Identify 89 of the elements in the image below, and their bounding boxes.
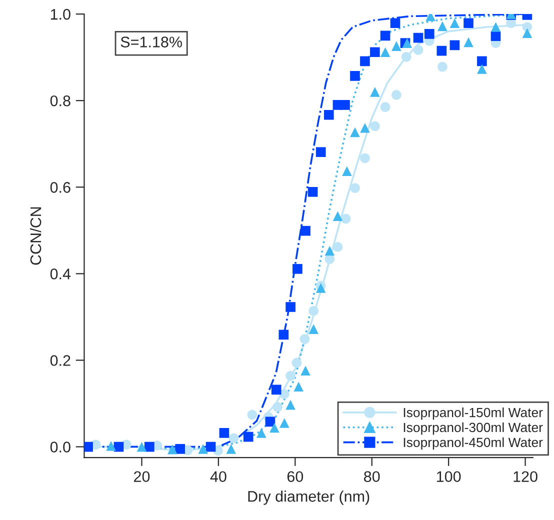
x-tick-label: 40 bbox=[210, 471, 226, 482]
y-tick-label: 0.6 bbox=[50, 182, 70, 193]
point bbox=[308, 306, 318, 316]
legend-label: Isoprpanol-450ml Water bbox=[404, 437, 543, 450]
legend-label: Isoprpanol-300ml Water bbox=[404, 422, 543, 435]
point bbox=[424, 29, 434, 39]
point bbox=[370, 87, 380, 97]
point bbox=[477, 64, 487, 74]
point bbox=[280, 418, 290, 428]
point bbox=[450, 18, 460, 28]
point bbox=[332, 211, 343, 222]
annotation: S=1.18% bbox=[120, 36, 182, 48]
point bbox=[380, 102, 390, 112]
point bbox=[286, 302, 296, 312]
point bbox=[292, 264, 302, 274]
point bbox=[392, 41, 402, 51]
point bbox=[522, 28, 532, 38]
point bbox=[272, 402, 282, 412]
point bbox=[522, 22, 532, 32]
point bbox=[226, 444, 236, 454]
point bbox=[464, 18, 474, 28]
point bbox=[436, 46, 447, 56]
x-axis-title: Dry diameter (nm) bbox=[248, 490, 370, 505]
point bbox=[332, 242, 343, 252]
point bbox=[256, 428, 266, 438]
legend-label: Isoprpanol-150ml Water bbox=[404, 408, 543, 420]
point bbox=[324, 246, 335, 256]
point bbox=[477, 56, 487, 66]
point bbox=[271, 384, 282, 395]
point bbox=[360, 56, 370, 66]
point bbox=[380, 47, 390, 58]
point bbox=[243, 432, 254, 442]
point bbox=[340, 214, 351, 224]
point bbox=[370, 47, 380, 58]
y-axis-title: CCN/CN bbox=[30, 207, 42, 265]
point bbox=[360, 153, 370, 164]
point bbox=[300, 226, 310, 236]
point bbox=[300, 366, 310, 376]
point bbox=[294, 382, 304, 392]
x-tick-label: 60 bbox=[287, 471, 304, 482]
point bbox=[106, 441, 116, 451]
x-tick-label: 120 bbox=[514, 471, 538, 482]
point bbox=[350, 127, 360, 138]
point bbox=[175, 444, 186, 454]
point bbox=[206, 442, 216, 452]
point bbox=[247, 410, 258, 420]
point bbox=[390, 18, 400, 28]
point bbox=[450, 40, 460, 50]
point bbox=[316, 283, 326, 293]
point bbox=[360, 122, 370, 133]
x-tick-label: 20 bbox=[134, 471, 150, 482]
point bbox=[300, 334, 310, 344]
point bbox=[278, 330, 289, 340]
y-tick-label: 0.2 bbox=[50, 355, 70, 366]
point bbox=[413, 32, 424, 43]
point bbox=[342, 166, 352, 176]
point bbox=[464, 37, 474, 48]
point bbox=[286, 370, 296, 381]
point bbox=[136, 442, 147, 452]
point bbox=[340, 100, 350, 110]
point bbox=[413, 45, 424, 55]
point bbox=[219, 428, 230, 438]
x-tick-label: 100 bbox=[436, 471, 461, 482]
point bbox=[350, 183, 360, 193]
point bbox=[370, 121, 380, 132]
point bbox=[490, 22, 501, 32]
y-tick-label: 1.0 bbox=[50, 8, 70, 20]
point bbox=[168, 444, 178, 454]
x-tick-label: 80 bbox=[364, 471, 380, 482]
y-tick-label: 0.8 bbox=[50, 95, 70, 106]
point bbox=[324, 110, 334, 120]
y-tick-label: 0.4 bbox=[50, 268, 71, 280]
point bbox=[84, 442, 93, 452]
point bbox=[198, 444, 208, 454]
point bbox=[308, 324, 318, 334]
point bbox=[438, 21, 448, 32]
point bbox=[292, 358, 302, 368]
point bbox=[316, 147, 326, 157]
point bbox=[380, 30, 390, 41]
point bbox=[392, 90, 402, 100]
point bbox=[350, 71, 360, 81]
point bbox=[401, 52, 412, 62]
point bbox=[144, 442, 154, 452]
point bbox=[228, 433, 239, 444]
point bbox=[286, 400, 296, 410]
point bbox=[270, 422, 280, 433]
point bbox=[308, 186, 318, 197]
point bbox=[438, 62, 448, 72]
y-tick-label: 0.0 bbox=[50, 442, 70, 452]
